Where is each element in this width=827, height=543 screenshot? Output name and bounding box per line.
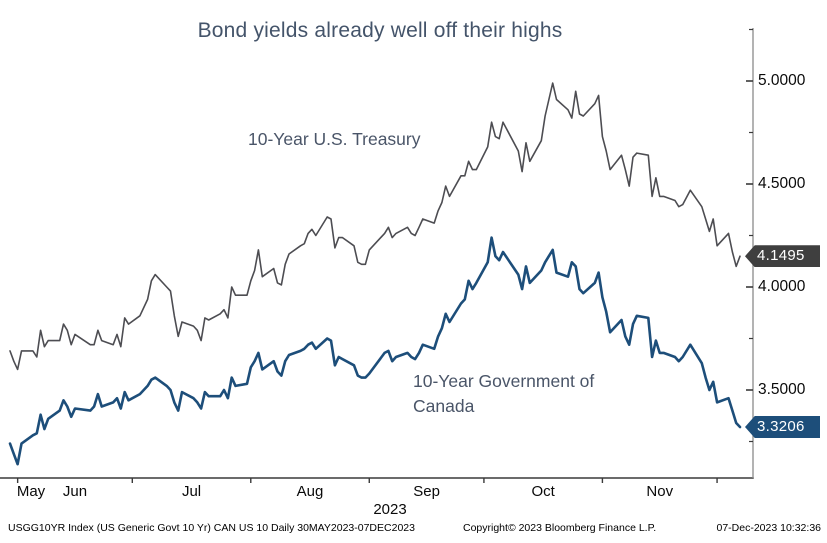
canada-series-label: 10-Year Government of Canada [413, 369, 594, 419]
chart-title: Bond yields already well off their highs [197, 19, 563, 42]
us-treasury-line [9, 82, 741, 371]
x-axis-month-label: Aug [296, 483, 324, 500]
canada-series-label-line2: Canada [413, 396, 475, 416]
footer: USGG10YR Index (US Generic Govt 10 Yr) C… [0, 522, 827, 538]
canada-line [8, 236, 742, 466]
x-axis-month-label: Nov [646, 483, 674, 500]
y-axis-tick-label: 4.5000 [758, 174, 806, 192]
footer-copyright: Copyright© 2023 Bloomberg Finance L.P. [463, 522, 657, 534]
x-axis-year-label: 2023 [373, 501, 407, 518]
axes [0, 28, 754, 479]
us-series-label-text: 10-Year U.S. Treasury [248, 129, 421, 149]
canada-last-price-value: 3.3206 [757, 417, 805, 435]
x-axis-month-label: May [16, 483, 46, 500]
canada-last-price-badge: 3.3206 [745, 415, 820, 438]
x-axis-month-label: Oct [531, 483, 555, 500]
footer-ticker-info: USGG10YR Index (US Generic Govt 10 Yr) C… [8, 522, 415, 534]
x-axis-month-label: Jul [181, 483, 202, 500]
us-last-price-value: 4.1495 [757, 247, 805, 265]
us-series-label: 10-Year U.S. Treasury [248, 127, 421, 152]
us-last-price-badge: 4.1495 [745, 245, 820, 268]
y-axis-tick-label: 5.0000 [758, 71, 806, 89]
y-axis-tick-label: 3.5000 [758, 380, 806, 398]
footer-timestamp: 07-Dec-2023 10:32:36 [716, 522, 822, 534]
y-axis-tick-label: 4.0000 [758, 277, 806, 295]
x-axis-month-label: Sep [413, 483, 440, 500]
canada-series-label-line1: 10-Year Government of [413, 371, 595, 391]
x-axis-month-label: Jun [62, 483, 88, 500]
y-axis-ticks [746, 28, 753, 443]
x-axis-ticks [16, 478, 718, 483]
